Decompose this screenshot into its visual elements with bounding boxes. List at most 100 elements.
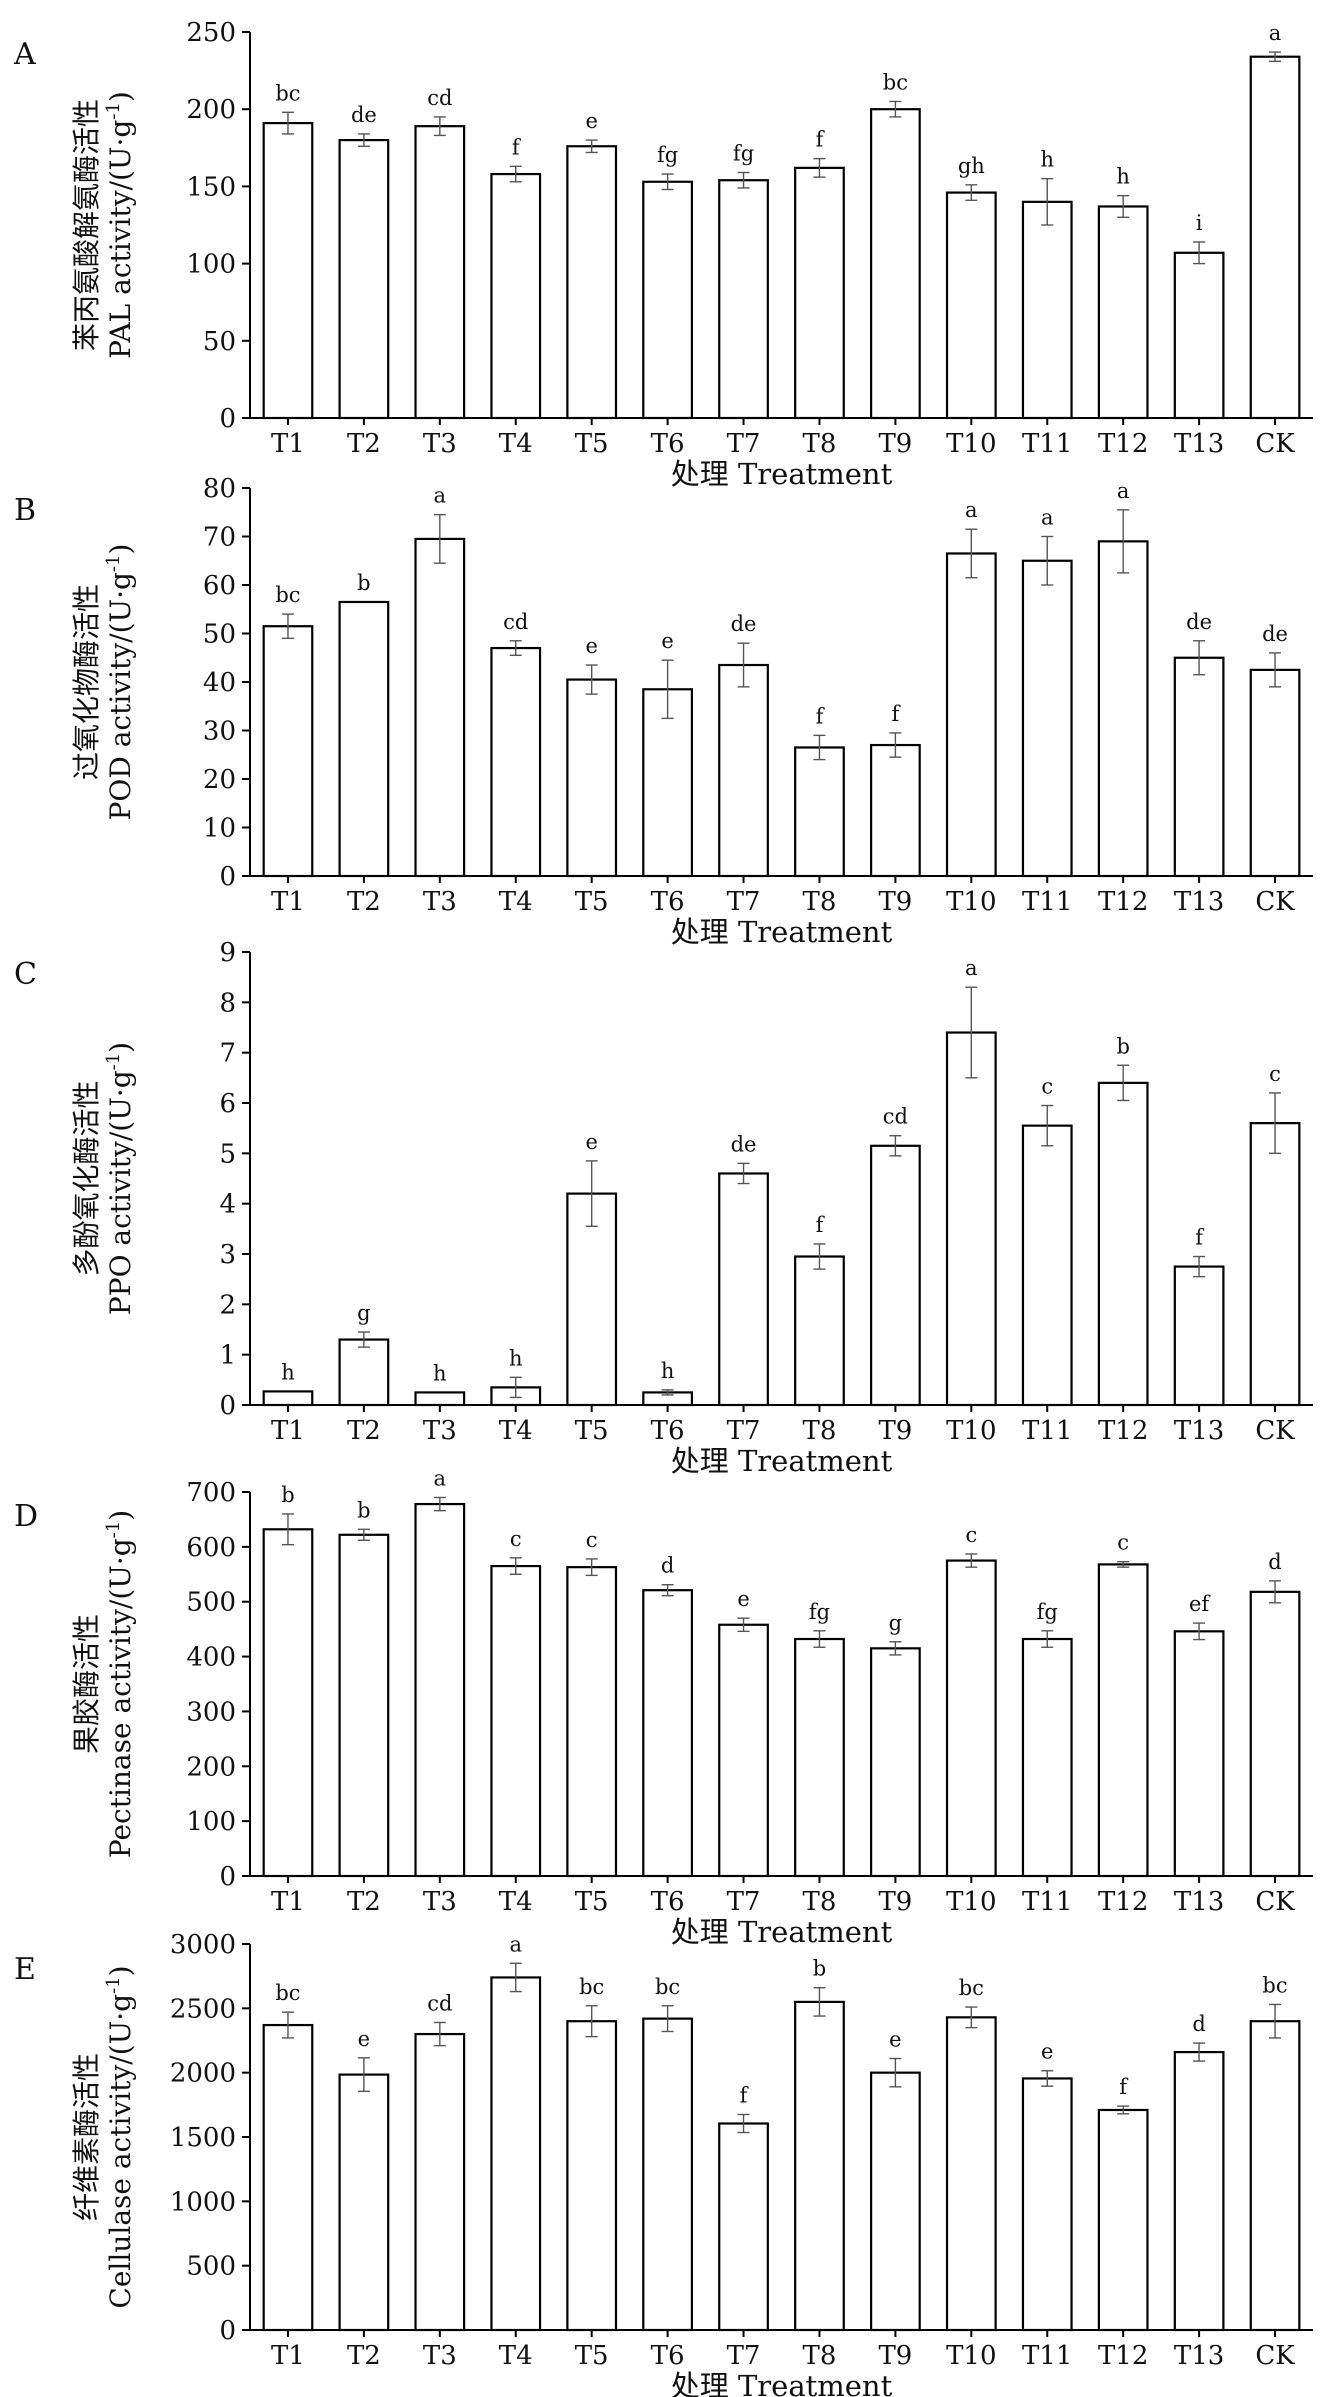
y-axis-title-en: POD activity/(U·g-1) xyxy=(103,544,137,821)
bar-t10 xyxy=(945,552,997,878)
significance-letter-t4: a xyxy=(509,1932,522,1956)
y-tick-label: 2000 xyxy=(170,2059,236,2089)
y-axis-title-close: ) xyxy=(104,1510,137,1521)
bar-t5 xyxy=(566,1566,618,1878)
significance-letter-t1: bc xyxy=(275,583,300,607)
y-tick-label: 0 xyxy=(219,2316,236,2346)
chart-panel-b: B 0 10 20 30 40 50 60 70 80 bc T1 b T2 a T3 cd T4 e T5 e T6 de… xyxy=(14,474,1313,949)
x-tick-label-t7: T7 xyxy=(727,887,761,917)
significance-letter-t5: c xyxy=(586,1528,598,1552)
y-tick-label: 0 xyxy=(219,404,236,434)
bar-t11 xyxy=(1021,1124,1073,1407)
significance-letter-t9: bc xyxy=(883,70,908,94)
bar-t3 xyxy=(414,125,466,420)
panel-letter: C xyxy=(14,957,37,992)
bar-t2 xyxy=(338,600,390,878)
chart-panel-a: A050100150200250bcT1deT2cdT3fT4eT5fgT6fg… xyxy=(13,18,1313,491)
x-tick-label-t6: T6 xyxy=(651,1416,685,1446)
bar-t9 xyxy=(869,2071,921,2332)
significance-letter-t1: bc xyxy=(275,81,300,105)
bar-t13 xyxy=(1173,251,1225,420)
x-tick-label-t10: T10 xyxy=(946,429,996,459)
y-axis-title-en-main: PPO activity/(U·g xyxy=(104,1070,137,1315)
bar-t12 xyxy=(1097,2108,1149,2332)
y-tick-label: 3 xyxy=(219,1240,236,1270)
x-tick-label-t13: T13 xyxy=(1174,1416,1224,1446)
y-axis-title-en: PPO activity/(U·g-1) xyxy=(103,1042,137,1315)
significance-letter-t5: e xyxy=(585,634,597,658)
y-tick-label: 600 xyxy=(186,1533,236,1563)
x-tick-label-t12: T12 xyxy=(1098,1416,1148,1446)
x-tick-label-t3: T3 xyxy=(423,887,457,917)
y-tick-label: 500 xyxy=(186,1588,236,1618)
bar-t13 xyxy=(1173,2050,1225,2332)
significance-letter-t4: cd xyxy=(503,610,528,634)
x-tick-label-t9: T9 xyxy=(878,1887,912,1917)
x-tick-label-t5: T5 xyxy=(575,1416,609,1446)
bar-t5 xyxy=(566,1192,618,1407)
x-tick-label-t7: T7 xyxy=(727,1416,761,1446)
significance-letter-t5: bc xyxy=(579,1975,604,1999)
bar-t6 xyxy=(642,2017,694,2332)
y-tick-label: 500 xyxy=(186,2252,236,2282)
x-tick-label-t1: T1 xyxy=(271,1416,305,1446)
significance-letter-t13: ef xyxy=(1189,1592,1211,1616)
x-tick-label-t13: T13 xyxy=(1174,2341,1224,2371)
y-axis-title-close: ) xyxy=(104,91,137,102)
y-tick-label: 150 xyxy=(186,172,236,202)
x-tick-label-t11: T11 xyxy=(1022,1887,1072,1917)
x-tick-label-t11: T11 xyxy=(1022,429,1072,459)
bar-t1 xyxy=(262,625,314,878)
bar-t12 xyxy=(1097,205,1149,420)
significance-letter-t11: c xyxy=(1041,1075,1053,1099)
bar-t12 xyxy=(1097,1081,1149,1407)
y-tick-label: 50 xyxy=(203,620,236,650)
significance-letter-t1: bc xyxy=(275,1981,300,2005)
bar-ck xyxy=(1249,1590,1301,1878)
significance-letter-t13: i xyxy=(1196,211,1203,235)
bar-ck xyxy=(1249,55,1301,420)
bar-t3 xyxy=(414,1502,466,1878)
significance-letter-t3: h xyxy=(433,1361,447,1385)
significance-letter-t7: fg xyxy=(733,142,754,166)
y-tick-label: 700 xyxy=(186,1478,236,1508)
y-tick-label: 70 xyxy=(203,523,236,553)
y-axis-title-en: PAL activity/(U·g-1) xyxy=(103,91,137,359)
significance-letter-t2: g xyxy=(357,1301,370,1325)
x-axis-title: 处理 Treatment xyxy=(671,1915,893,1949)
y-axis-title-close: ) xyxy=(104,544,137,555)
x-tick-label-t8: T8 xyxy=(803,429,837,459)
significance-letter-t7: f xyxy=(740,2083,750,2107)
significance-letter-t8: f xyxy=(816,1213,826,1237)
bar-t10 xyxy=(945,2016,997,2332)
x-tick-label-ck: CK xyxy=(1255,1887,1295,1917)
x-tick-label-ck: CK xyxy=(1255,1416,1295,1446)
bar-t5 xyxy=(566,678,618,878)
bar-t7 xyxy=(718,2122,769,2332)
y-tick-label: 250 xyxy=(186,18,236,48)
y-tick-label: 9 xyxy=(219,938,236,968)
y-axis-title-close: ) xyxy=(104,1965,137,1976)
x-tick-label-t8: T8 xyxy=(803,1887,837,1917)
x-tick-label-t7: T7 xyxy=(727,429,761,459)
x-tick-label-t2: T2 xyxy=(347,1416,381,1446)
significance-letter-t2: b xyxy=(357,571,370,595)
bar-t12 xyxy=(1097,540,1149,878)
x-tick-label-t13: T13 xyxy=(1174,887,1224,917)
significance-letter-t2: de xyxy=(351,103,377,127)
y-axis-title-cn: 多酚氧化酶活性 xyxy=(70,1080,103,1276)
x-axis-title: 处理 Treatment xyxy=(671,2369,893,2397)
bar-t4 xyxy=(490,1564,542,1878)
x-tick-label-t7: T7 xyxy=(727,1887,761,1917)
significance-letter-t13: f xyxy=(1195,1226,1205,1250)
significance-letter-t13: d xyxy=(1192,2012,1205,2036)
x-tick-label-t7: T7 xyxy=(727,2341,761,2371)
bar-t11 xyxy=(1021,2077,1073,2332)
bar-t6 xyxy=(642,180,694,420)
significance-letter-t8: fg xyxy=(809,1600,830,1624)
significance-letter-t9: f xyxy=(892,702,902,726)
y-tick-label: 100 xyxy=(186,250,236,280)
significance-letter-t9: g xyxy=(889,1611,902,1635)
x-tick-label-t5: T5 xyxy=(575,1887,609,1917)
bar-t10 xyxy=(945,191,997,420)
